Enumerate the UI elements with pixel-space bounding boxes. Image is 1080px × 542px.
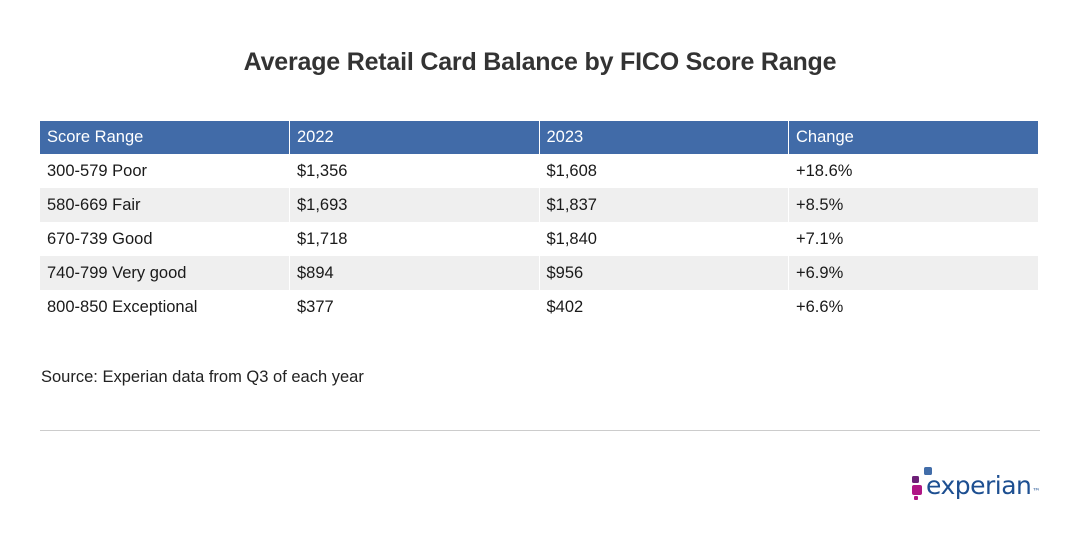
table-row: 800-850 Exceptional $377 $402 +6.6% xyxy=(40,290,1038,324)
cell-score-range: 300-579 Poor xyxy=(40,154,290,188)
experian-logo: experian™ xyxy=(911,465,1041,505)
column-header-score-range: Score Range xyxy=(40,121,290,154)
logo-dot-small xyxy=(914,496,918,500)
table-row: 580-669 Fair $1,693 $1,837 +8.5% xyxy=(40,188,1038,222)
cell-2023: $1,608 xyxy=(538,154,789,188)
column-header-2022: 2022 xyxy=(289,121,539,154)
source-note: Source: Experian data from Q3 of each ye… xyxy=(41,368,364,386)
cell-change: +7.1% xyxy=(788,222,1038,256)
logo-dot-left xyxy=(912,476,919,483)
cell-2023: $402 xyxy=(538,290,789,324)
cell-change: +18.6% xyxy=(788,154,1038,188)
table-row: 300-579 Poor $1,356 $1,608 +18.6% xyxy=(40,154,1038,188)
logo-wordmark: experian™ xyxy=(926,471,1041,500)
experian-dots-icon xyxy=(912,467,932,500)
cell-2022: $894 xyxy=(289,256,539,290)
chart-title: Average Retail Card Balance by FICO Scor… xyxy=(243,48,837,76)
balance-table: Score Range 2022 2023 Change 300-579 Poo… xyxy=(40,121,1038,324)
cell-2023: $1,840 xyxy=(538,222,789,256)
cell-change: +8.5% xyxy=(788,188,1038,222)
cell-2022: $1,693 xyxy=(289,188,539,222)
cell-2023: $1,837 xyxy=(538,188,789,222)
logo-dot-top xyxy=(924,467,932,475)
cell-2022: $1,356 xyxy=(289,154,539,188)
cell-score-range: 670-739 Good xyxy=(40,222,290,256)
cell-2023: $956 xyxy=(538,256,789,290)
table-row: 670-739 Good $1,718 $1,840 +7.1% xyxy=(40,222,1038,256)
cell-score-range: 800-850 Exceptional xyxy=(40,290,290,324)
logo-dot-large xyxy=(912,485,922,495)
cell-change: +6.6% xyxy=(788,290,1038,324)
table-row: 740-799 Very good $894 $956 +6.9% xyxy=(40,256,1038,290)
table-header-row: Score Range 2022 2023 Change xyxy=(40,121,1038,154)
footer-divider xyxy=(40,430,1040,431)
column-header-2023: 2023 xyxy=(538,121,789,154)
column-header-change: Change xyxy=(788,121,1038,154)
cell-score-range: 580-669 Fair xyxy=(40,188,290,222)
cell-2022: $1,718 xyxy=(289,222,539,256)
cell-change: +6.9% xyxy=(788,256,1038,290)
cell-score-range: 740-799 Very good xyxy=(40,256,290,290)
cell-2022: $377 xyxy=(289,290,539,324)
